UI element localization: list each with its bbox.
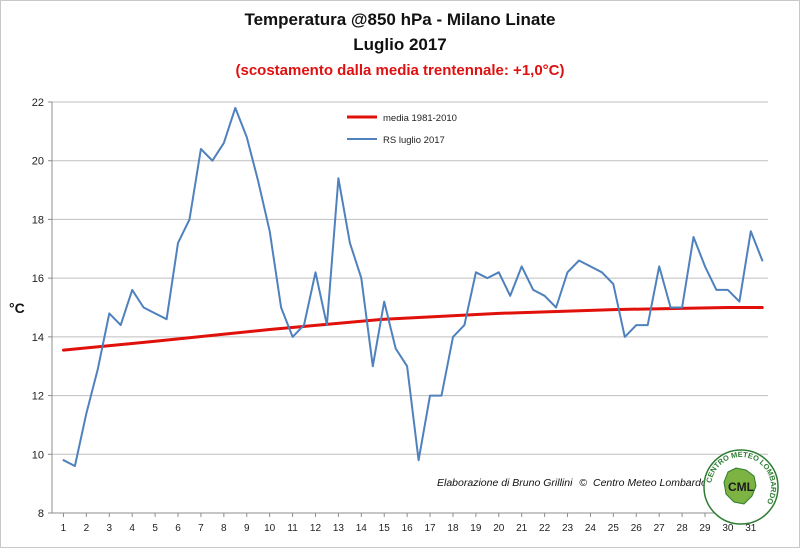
legend-label: media 1981-2010 [383,113,457,124]
x-tick-label: 29 [699,523,711,534]
x-tick-label: 31 [745,523,757,534]
x-tick-label: 1 [61,523,67,534]
x-tick-label: 26 [631,523,643,534]
lombardy-map-icon [723,467,757,505]
x-tick-label: 25 [608,523,620,534]
y-tick-label: 14 [32,332,44,344]
x-tick-label: 5 [152,523,158,534]
x-tick-label: 28 [677,523,689,534]
x-tick-label: 24 [585,523,597,534]
x-tick-label: 13 [333,523,345,534]
x-tick-label: 21 [516,523,528,534]
x-tick-label: 17 [424,523,436,534]
x-tick-label: 30 [722,523,734,534]
x-tick-label: 19 [470,523,482,534]
x-tick-label: 10 [264,523,276,534]
x-tick-label: 20 [493,523,505,534]
rs-july-2017-line [62,106,764,467]
logo-initials: CML [728,480,754,494]
x-tick-label: 4 [129,523,135,534]
x-tick-label: 11 [287,523,298,534]
x-tick-label: 2 [84,523,90,534]
x-tick-label: 23 [562,523,574,534]
y-tick-label: 10 [32,449,44,461]
y-tick-label: 16 [32,273,44,285]
copyright-symbol: © [579,477,588,489]
x-tick-label: 22 [539,523,551,534]
x-tick-label: 8 [221,523,227,534]
x-tick-label: 3 [106,523,112,534]
x-tick-label: 27 [654,523,666,534]
credit-text: Elaborazione di Bruno Grillini © Centro … [437,477,707,489]
x-tick-label: 15 [379,523,391,534]
y-axis-label: °C [9,300,25,316]
chart-title: Temperatura @850 hPa - Milano Linate [244,10,556,29]
legend-label: RS luglio 2017 [383,135,445,146]
x-tick-label: 16 [402,523,414,534]
y-tick-label: 18 [32,214,44,226]
y-tick-label: 20 [32,156,44,168]
credit-org: Centro Meteo Lombardo [593,477,707,489]
mean-1981-2010-line [62,306,764,352]
x-tick-label: 6 [175,523,181,534]
cml-logo: CENTRO METEO LOMBARDO CML [703,449,779,525]
x-tick-label: 18 [447,523,459,534]
anomaly-subtitle: (scostamento dalla media trentennale: +1… [235,62,565,79]
y-tick-label: 22 [32,97,44,109]
x-tick-label: 14 [356,523,368,534]
credit-author: Elaborazione di Bruno Grillini [437,477,573,489]
x-tick-label: 12 [310,523,322,534]
y-tick-label: 12 [32,391,44,403]
y-tick-label: 8 [38,508,44,520]
x-tick-label: 7 [198,523,204,534]
x-tick-label: 9 [244,523,250,534]
chart-subtitle: Luglio 2017 [353,35,447,54]
